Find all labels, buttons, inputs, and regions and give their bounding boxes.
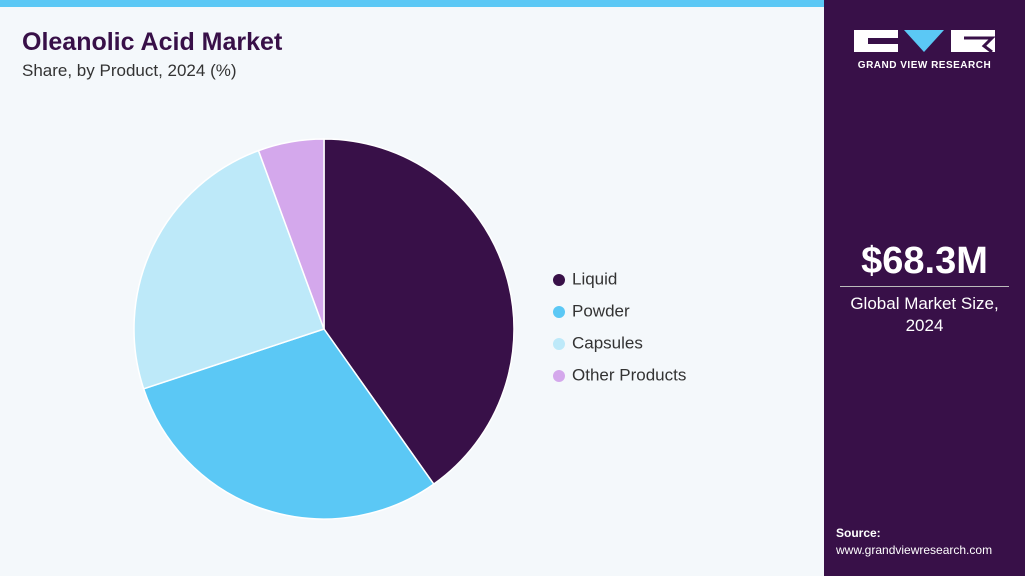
legend-label: Other Products: [572, 365, 686, 384]
legend-marker: [553, 370, 565, 382]
legend-label: Capsules: [572, 333, 643, 352]
market-size: $68.3M: [861, 240, 988, 282]
top-bar: [0, 0, 824, 7]
source-heading: Source:: [836, 526, 881, 540]
pie-slice: [133, 149, 325, 390]
legend-marker: [553, 306, 565, 318]
pie-slice: [142, 328, 435, 520]
legend-marker: [553, 338, 565, 350]
pie-slice: [323, 138, 515, 486]
legend-marker: [553, 274, 565, 286]
sidebar: GRAND VIEW RESEARCH $68.3M Global Market…: [824, 0, 1025, 576]
source: www.grandviewresearch.com: [836, 543, 993, 557]
brand: GRAND VIEW RESEARCH: [857, 60, 992, 71]
chart-title: Oleanolic Acid Market: [22, 28, 283, 56]
legend-label: Powder: [572, 301, 630, 320]
divider: [840, 286, 1009, 287]
pie-slice: [257, 138, 325, 330]
legend-label: Liquid: [572, 269, 617, 288]
chart: Liquid Powder Capsules Other Products: [133, 138, 686, 520]
market-size-label: Global Market Size, 2024: [850, 294, 999, 335]
chart-subtitle: Share, by Product, 2024 (%): [22, 61, 237, 80]
logo: [854, 30, 996, 54]
